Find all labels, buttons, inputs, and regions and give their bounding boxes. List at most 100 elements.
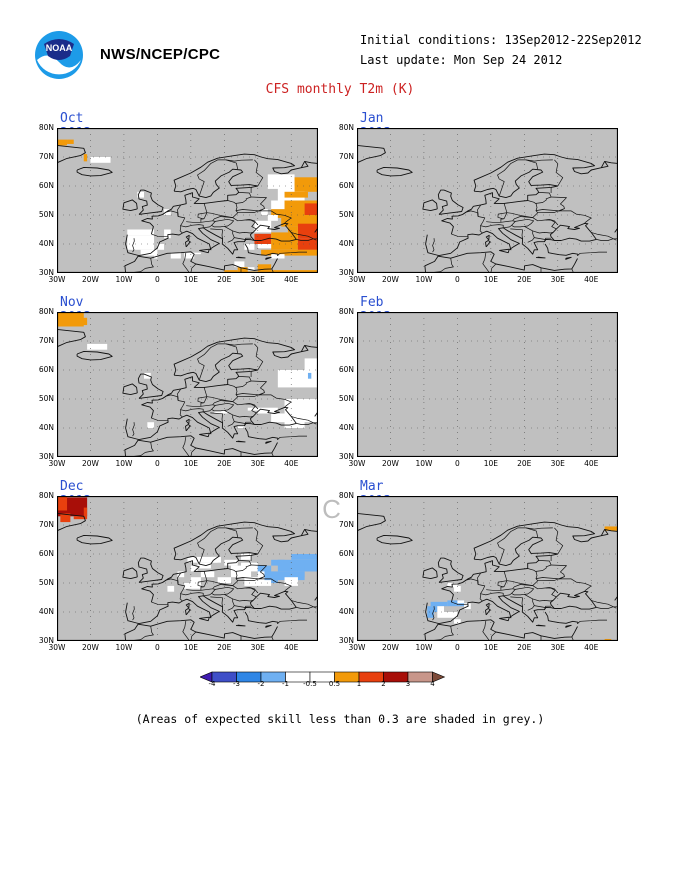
panel-frame xyxy=(357,128,618,273)
country-border xyxy=(151,233,169,238)
country-border xyxy=(162,578,186,602)
anomaly-cell xyxy=(184,583,201,589)
anomaly-cell xyxy=(127,229,155,236)
lon-tick-label: 30W xyxy=(48,459,66,468)
country-border xyxy=(203,387,208,397)
country-border xyxy=(511,586,535,596)
coastline xyxy=(122,383,138,396)
coastline xyxy=(199,432,210,438)
skill-mask xyxy=(357,128,618,273)
coastline xyxy=(137,557,164,583)
anomaly-cell xyxy=(271,244,318,250)
coastline xyxy=(235,624,246,627)
country-border xyxy=(246,402,259,410)
country-border xyxy=(532,571,539,586)
coastline xyxy=(301,529,309,537)
country-border xyxy=(180,224,204,228)
country-border xyxy=(451,233,469,238)
coastline xyxy=(437,557,464,583)
colorbar-label: 2 xyxy=(381,680,386,688)
country-border xyxy=(576,619,607,624)
lat-tick-label: 60N xyxy=(38,365,54,374)
coastline xyxy=(174,536,258,567)
anomaly-cell xyxy=(147,422,155,428)
colorbar-label: -1 xyxy=(282,680,289,688)
lat-tick-label: 30N xyxy=(338,268,354,277)
lon-tick-label: 20E xyxy=(517,643,532,652)
coastline xyxy=(437,189,464,215)
country-border xyxy=(544,605,552,610)
coastline xyxy=(314,410,318,417)
country-border xyxy=(225,527,239,538)
coastline xyxy=(376,534,413,545)
country-border xyxy=(506,580,533,586)
lon-tick-label: 0 xyxy=(454,275,460,284)
country-border xyxy=(197,527,253,565)
lat-tick-label: 30N xyxy=(338,636,354,645)
lat-tick-label: 60N xyxy=(338,549,354,558)
coastline xyxy=(141,553,258,603)
coastline xyxy=(244,611,279,624)
country-border xyxy=(203,571,208,581)
lon-tick-label: 30E xyxy=(550,275,565,284)
country-border xyxy=(190,447,197,457)
anomaly-cell xyxy=(73,317,88,326)
colorbar-label: 1 xyxy=(356,680,362,688)
lon-tick-label: 30W xyxy=(348,275,366,284)
anomaly-cell xyxy=(67,139,74,144)
anomaly-cell xyxy=(57,496,64,502)
country-border xyxy=(182,436,190,457)
coastline xyxy=(357,144,386,164)
country-border xyxy=(257,394,292,408)
coastline xyxy=(554,237,597,242)
country-border xyxy=(506,212,533,218)
lon-tick-label: 10E xyxy=(483,275,498,284)
coastline xyxy=(485,234,490,241)
anomaly-cell xyxy=(87,343,108,350)
last-update: Last update: Mon Sep 24 2012 xyxy=(360,53,563,67)
lon-tick-label: 10W xyxy=(415,459,433,468)
coastline xyxy=(244,243,279,256)
lon-tick-label: 0 xyxy=(154,643,160,652)
anomaly-cell xyxy=(257,244,272,249)
country-border xyxy=(182,620,190,641)
lon-tick-label: 20E xyxy=(517,275,532,284)
country-border xyxy=(232,598,254,602)
coastline xyxy=(544,611,579,624)
country-border xyxy=(132,606,135,621)
country-border xyxy=(490,631,497,641)
skill-mask xyxy=(57,312,318,457)
anomaly-cell xyxy=(284,399,318,414)
coastline xyxy=(357,512,386,532)
country-border xyxy=(162,394,186,418)
noaa-logo: NOAA xyxy=(34,30,84,80)
lon-tick-label: 10E xyxy=(483,459,498,468)
anomaly-cell xyxy=(430,601,448,607)
coastline xyxy=(76,166,113,177)
lat-tick-label: 40N xyxy=(38,239,54,248)
anomaly-cell xyxy=(167,585,175,592)
coastline xyxy=(441,553,558,603)
country-border xyxy=(232,203,239,218)
lon-tick-label: 20W xyxy=(81,459,99,468)
country-border xyxy=(524,225,535,243)
coastline xyxy=(425,590,597,625)
anomaly-cell xyxy=(281,217,318,227)
panel-map xyxy=(57,496,318,641)
lon-tick-label: 30W xyxy=(48,643,66,652)
country-border xyxy=(490,263,497,273)
anomaly-cell xyxy=(257,565,272,575)
coastline xyxy=(301,345,309,353)
coastline xyxy=(125,590,297,625)
country-border xyxy=(186,580,208,591)
colorbar-svg xyxy=(200,671,446,683)
lat-tick-label: 70N xyxy=(38,336,54,345)
coastline xyxy=(185,418,190,425)
lat-tick-label: 30N xyxy=(38,636,54,645)
country-border xyxy=(182,252,190,273)
coastline xyxy=(174,352,258,383)
country-border xyxy=(186,396,208,407)
country-border xyxy=(206,580,233,586)
anomaly-cell xyxy=(214,410,228,414)
country-border xyxy=(177,388,182,401)
